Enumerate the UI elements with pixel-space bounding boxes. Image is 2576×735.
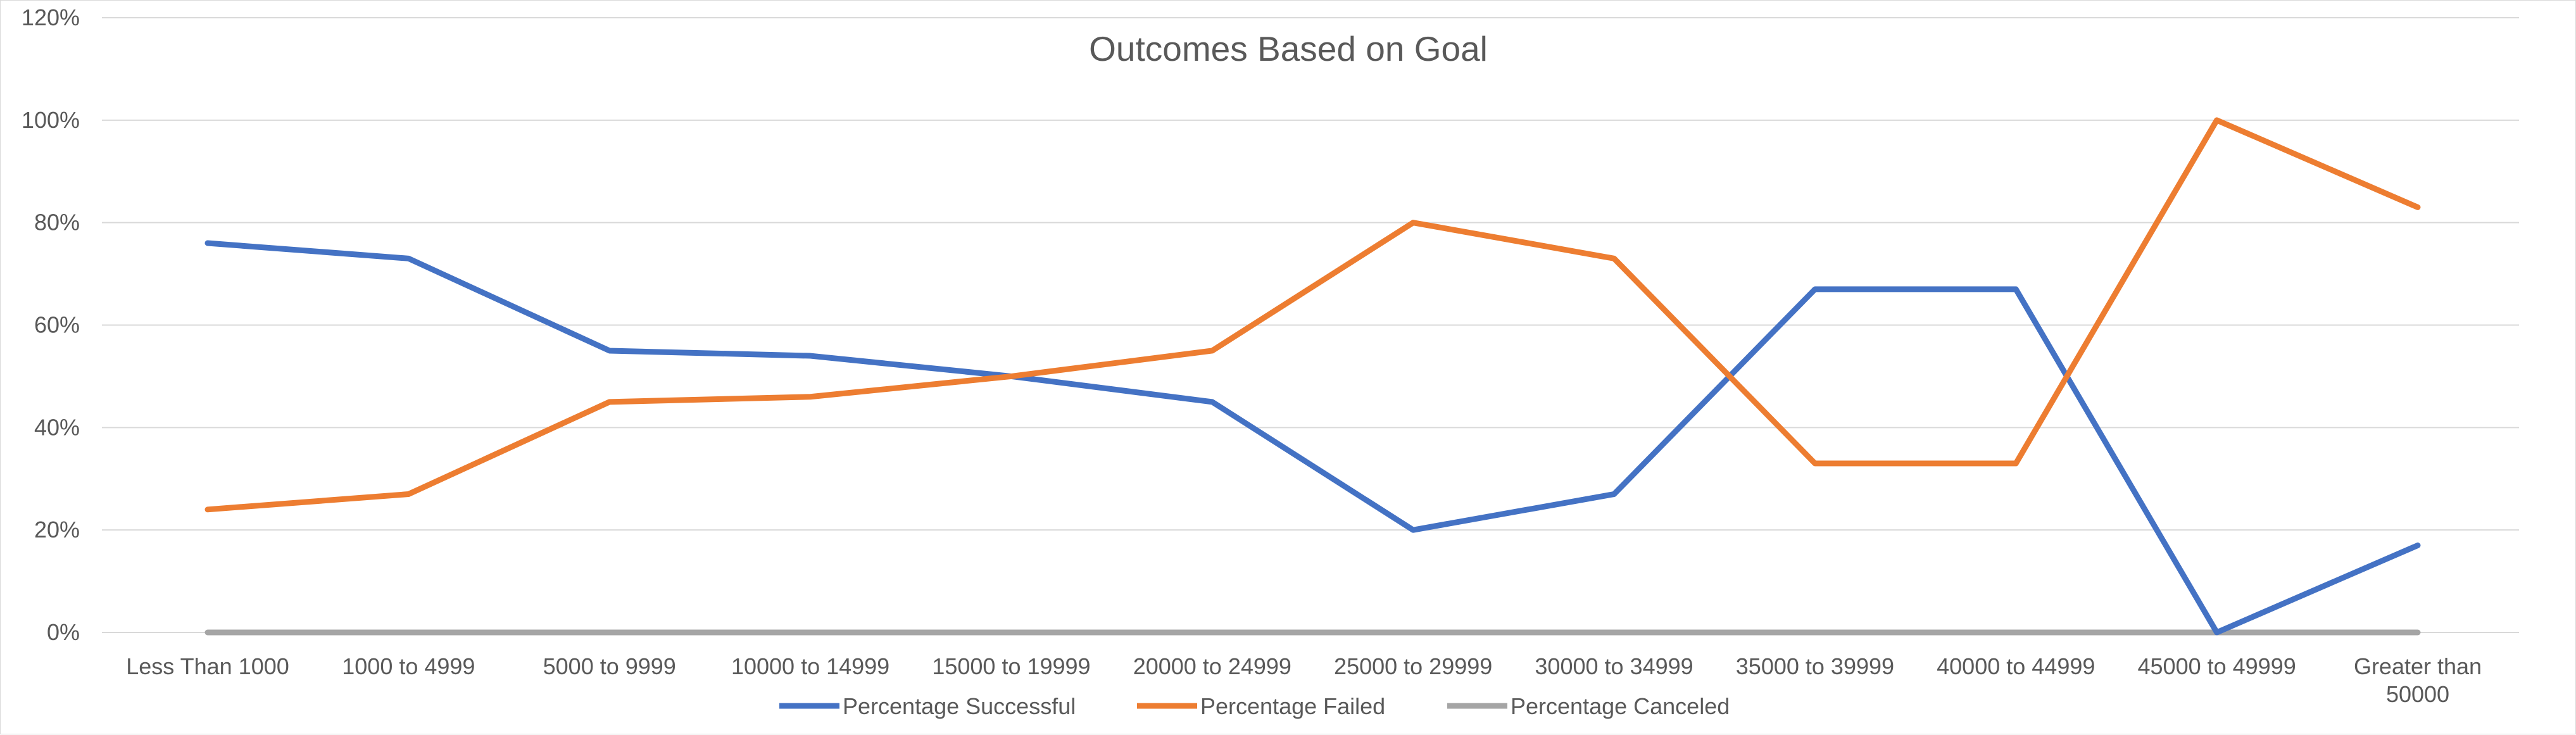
series-line-percentage-successful: [204, 240, 2421, 636]
y-tick-label: 60%: [34, 312, 80, 338]
x-tick-label: 30000 to 34999: [1535, 653, 1693, 679]
legend-label: Percentage Canceled: [1511, 693, 1730, 719]
y-tick-label: 120%: [22, 4, 80, 30]
legend-label: Percentage Successful: [843, 693, 1076, 719]
x-tick-label: 1000 to 4999: [342, 653, 475, 679]
x-tick-label: 40000 to 44999: [1937, 653, 2095, 679]
x-tick-label: 45000 to 49999: [2138, 653, 2296, 679]
x-tick-label: 10000 to 14999: [731, 653, 889, 679]
y-tick-label: 20%: [34, 517, 80, 543]
y-axis: 0% 20% 40% 60% 80% 100% 120%: [22, 4, 80, 645]
y-tick-label: 80%: [34, 210, 80, 236]
legend-label: Percentage Failed: [1200, 693, 1385, 719]
y-tick-label: 0%: [47, 619, 80, 645]
y-tick-label: 100%: [22, 107, 80, 133]
series-line-percentage-failed: [204, 117, 2421, 513]
x-tick-label: Less Than 1000: [126, 653, 289, 679]
x-tick-label: 25000 to 29999: [1334, 653, 1492, 679]
y-tick-label: 40%: [34, 414, 80, 440]
x-tick-label: 15000 to 19999: [932, 653, 1090, 679]
series-group: [204, 117, 2421, 636]
legend: Percentage Successful Percentage Failed Pe…: [779, 693, 1730, 719]
gridlines: [102, 17, 2519, 531]
x-tick-label: 35000 to 39999: [1736, 653, 1894, 679]
chart-title: Outcomes Based on Goal: [1089, 29, 1488, 68]
x-axis: Less Than 1000 1000 to 4999 5000 to 9999 10…: [102, 632, 2519, 707]
x-tick-label: 20000 to 24999: [1133, 653, 1291, 679]
x-tick-label: 5000 to 9999: [543, 653, 676, 679]
x-tick-label: Greater than 50000: [2354, 653, 2482, 707]
